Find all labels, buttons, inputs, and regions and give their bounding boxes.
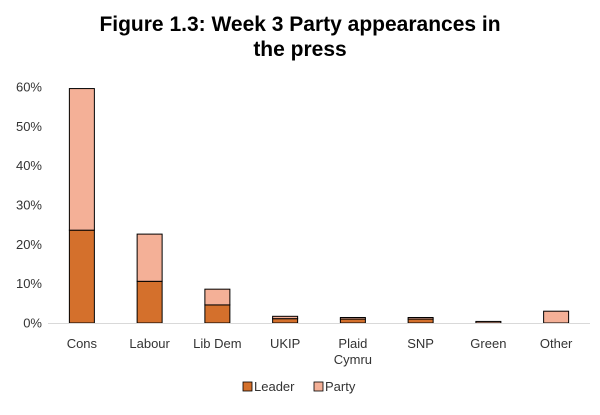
bars [68,88,570,324]
bar-party-green [475,320,502,324]
bar-party-plaid-cymru [339,316,366,320]
y-tick-label: 30% [16,198,42,213]
x-tick-label: Green [470,336,506,351]
x-tick-label: UKIP [270,336,300,351]
x-tick-label-line: Lib Dem [193,336,241,351]
bar-party-ukip [272,315,299,320]
x-tick-label: Lib Dem [193,336,241,351]
x-tick-label-line: Plaid [338,336,367,351]
bar-leader-snp [407,318,434,324]
bar-party-labour [136,233,163,282]
legend-swatch-leader [242,381,253,392]
x-tick-label-line: Cymru [334,352,372,367]
x-tick-label-line: Green [470,336,506,351]
y-tick-label: 60% [16,80,42,95]
chart-title-line-2: the press [253,38,347,61]
x-tick-label: Other [540,336,573,351]
bar-party-snp [407,316,434,320]
x-axis-ticks: Cons Labour Lib Dem UKIP Plaid Cymru SNP Green O… [67,336,573,367]
bar-leader-lib-dem [204,304,231,324]
x-tick-label: SNP [407,336,434,351]
legend: Leader Party [242,379,356,394]
legend-label-leader: Leader [254,379,295,394]
bar-leader-ukip [272,318,299,324]
y-axis-ticks: 0% 10% 20% 30% 40% 50% 60% [16,80,42,331]
x-tick-label: Cons [67,336,98,351]
y-tick-label: 0% [23,316,42,331]
x-tick-label-line: UKIP [270,336,300,351]
x-tick-label-line: Labour [129,336,170,351]
x-tick-label: Plaid Cymru [334,336,372,367]
x-tick-label-line: Cons [67,336,98,351]
chart-title: Figure 1.3: Week 3 Party appearances in … [0,12,600,62]
bar-party-lib-dem [204,288,231,306]
bar-leader-plaid-cymru [339,318,366,324]
x-tick-label-line: SNP [407,336,434,351]
legend-label-party: Party [325,379,356,394]
legend-swatch-party [313,381,324,392]
bar-party-other [543,310,570,324]
bar-leader-cons [68,229,95,324]
bar-leader-labour [136,280,163,324]
x-tick-label-line: Other [540,336,573,351]
y-tick-label: 10% [16,276,42,291]
y-tick-label: 50% [16,119,42,134]
chart-title-line-1: Figure 1.3: Week 3 Party appearances in [99,13,501,36]
bar-party-cons [68,88,95,231]
x-tick-label: Labour [129,336,170,351]
y-tick-label: 40% [16,158,42,173]
y-tick-label: 20% [16,237,42,252]
